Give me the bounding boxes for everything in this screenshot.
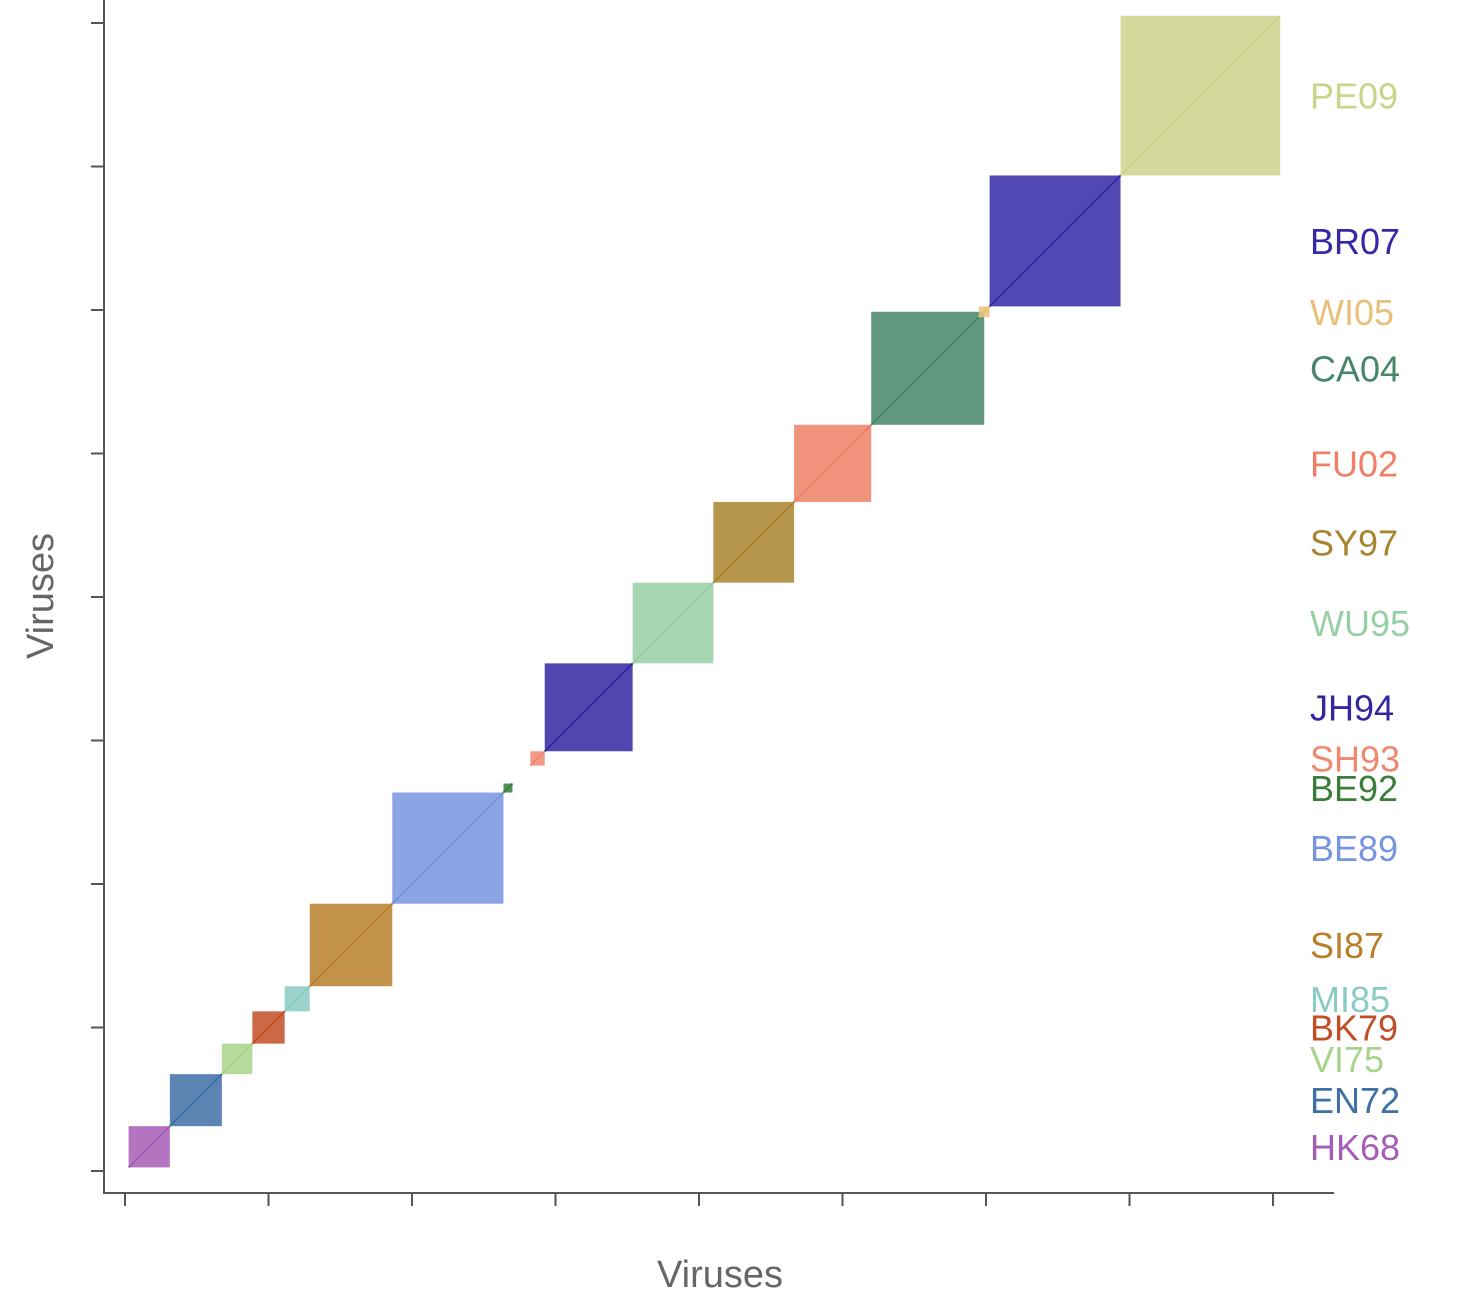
cluster-label-hk68: HK68	[1310, 1127, 1400, 1168]
cluster-diagonal-wu95	[631, 581, 715, 665]
cluster-label-be89: BE89	[1310, 828, 1398, 869]
cluster-label-si87: SI87	[1310, 925, 1384, 966]
cluster-label-be92: BE92	[1310, 768, 1398, 809]
cluster-label-jh94: JH94	[1310, 687, 1394, 728]
axes	[91, 0, 1334, 1206]
y-axis-title: Viruses	[20, 533, 62, 659]
cluster-label-fu02: FU02	[1310, 443, 1398, 484]
cluster-label-sh93: SH93	[1310, 738, 1400, 779]
cluster-diagonal-be89	[391, 791, 505, 905]
cluster-diagonal-be92	[502, 782, 514, 794]
cluster-diagonal-wi05	[978, 305, 991, 318]
cluster-diagonal-jh94	[544, 662, 634, 752]
cluster-diagonal-hk68	[127, 1125, 171, 1169]
cluster-label-mi85: MI85	[1310, 979, 1390, 1020]
cluster-label-wi05: WI05	[1310, 292, 1394, 333]
heatmap-cells	[127, 15, 1281, 1169]
cluster-label-vi75: VI75	[1310, 1039, 1384, 1080]
cluster-label-br07: BR07	[1310, 221, 1400, 262]
cluster-diagonal-mi85	[283, 985, 311, 1013]
cluster-diagonal-sh93	[529, 750, 546, 767]
cluster-label-ca04: CA04	[1310, 348, 1400, 389]
cluster-diagonal-sy97	[712, 501, 795, 584]
cluster-diagonal-vi75	[221, 1042, 254, 1075]
cluster-diagonal-ca04	[870, 311, 985, 426]
cluster-diagonal-si87	[309, 903, 393, 987]
cluster-diagonal-br07	[988, 174, 1122, 308]
cluster-diagonal-pe09	[1119, 15, 1281, 177]
cluster-label-en72: EN72	[1310, 1080, 1400, 1121]
cluster-diagonal-bk79	[251, 1010, 286, 1045]
cluster-label-bk79: BK79	[1310, 1008, 1398, 1049]
cluster-label-wu95: WU95	[1310, 603, 1410, 644]
cluster-diagonal-en72	[169, 1073, 223, 1127]
cluster-label-sy97: SY97	[1310, 522, 1398, 563]
x-axis-title: Viruses	[657, 1254, 783, 1296]
cluster-label-pe09: PE09	[1310, 76, 1398, 117]
cluster-diagonal-fu02	[793, 424, 872, 503]
